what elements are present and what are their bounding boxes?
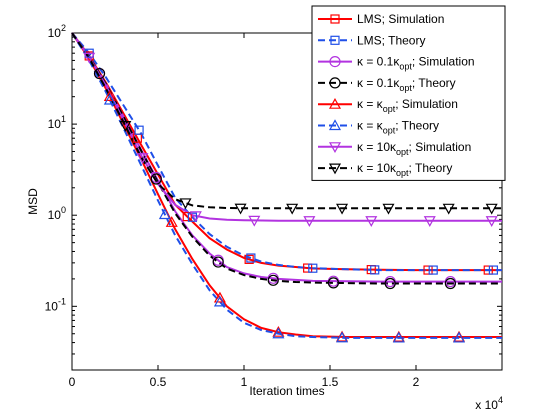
data-point-series-6 xyxy=(83,52,96,64)
data-point-series-4 xyxy=(213,291,226,303)
series-line-6 xyxy=(71,32,502,222)
series-line-5 xyxy=(71,32,502,339)
data-point-series-1 xyxy=(134,125,144,135)
data-point-series-0 xyxy=(483,265,493,275)
data-point-series-3 xyxy=(384,277,396,290)
legend-label-5: κ = κopt; Theory xyxy=(357,119,439,136)
data-point-series-6 xyxy=(365,216,378,227)
x-tick-label: 0 xyxy=(69,375,76,389)
data-point-series-1 xyxy=(308,263,318,273)
data-point-series-1 xyxy=(246,253,256,263)
legend-marker-5 xyxy=(328,119,342,131)
data-point-series-0 xyxy=(423,265,433,275)
y-tick-label: 102 xyxy=(48,23,66,40)
data-point-series-4 xyxy=(103,90,116,101)
series-line-3 xyxy=(71,32,502,285)
y-tick-label: 100 xyxy=(48,205,66,222)
legend-marker-2 xyxy=(329,55,341,68)
data-point-series-6 xyxy=(189,211,202,223)
data-point-series-6 xyxy=(303,216,316,227)
data-point-series-5 xyxy=(158,208,171,220)
series-layer xyxy=(71,32,502,343)
legend-label-1: LMS; Theory xyxy=(357,33,425,47)
data-point-series-5 xyxy=(452,331,466,343)
data-point-series-7 xyxy=(179,198,192,210)
data-point-series-3 xyxy=(327,277,340,289)
data-point-series-1 xyxy=(370,265,380,275)
data-point-series-1 xyxy=(428,265,438,275)
x-tick-label: 1.5 xyxy=(322,375,339,389)
legend-label-7: κ = 10κopt; Theory xyxy=(357,161,452,178)
x-multiplier: x 104 xyxy=(475,395,503,412)
data-point-series-4 xyxy=(165,216,178,227)
legend-label-6: κ = 10κopt; Simulation xyxy=(357,140,471,157)
legend-marker-0 xyxy=(330,14,340,24)
x-axis-label: Iteration times xyxy=(249,384,324,398)
data-point-series-7 xyxy=(119,121,132,132)
data-point-series-5 xyxy=(213,295,226,307)
data-point-series-0 xyxy=(303,263,313,273)
x-tick-label: 1 xyxy=(241,375,248,389)
data-point-series-5 xyxy=(103,93,116,105)
series-line-7 xyxy=(71,32,502,210)
data-point-series-7 xyxy=(442,203,455,215)
data-point-series-7 xyxy=(485,203,498,215)
data-point-series-7 xyxy=(336,203,349,215)
data-point-series-3 xyxy=(212,256,224,268)
data-point-series-5 xyxy=(272,327,285,339)
legend-marker-7 xyxy=(328,163,342,175)
data-point-series-5 xyxy=(392,331,405,343)
legend-marker-3 xyxy=(329,77,341,89)
data-point-series-1 xyxy=(488,265,498,275)
data-point-series-0 xyxy=(244,254,254,264)
data-point-series-3 xyxy=(267,274,279,286)
y-tick-label: 10-1 xyxy=(45,296,66,313)
x-tick-label: 0.5 xyxy=(150,375,167,389)
data-point-series-5 xyxy=(336,331,349,343)
legend-label-2: κ = 0.1κopt; Simulation xyxy=(357,55,475,72)
legend: LMS; Simulation LMS; Theory κ = 0.1κopt; S… xyxy=(311,5,506,181)
legend-marker-4 xyxy=(328,97,342,109)
data-point-series-0 xyxy=(182,211,192,222)
data-point-series-6 xyxy=(248,215,261,227)
legend-marker-1 xyxy=(330,35,340,45)
x-tick-label: 2 xyxy=(413,375,420,389)
data-point-series-3 xyxy=(444,277,456,290)
legend-label-3: κ = 0.1κopt; Theory xyxy=(357,76,456,93)
data-point-series-6 xyxy=(136,153,149,164)
legend-marker-6 xyxy=(328,142,342,154)
y-axis-label: MSD xyxy=(26,188,40,215)
data-point-series-6 xyxy=(423,216,436,227)
data-point-series-4 xyxy=(272,325,285,337)
data-point-series-7 xyxy=(234,203,247,215)
legend-box xyxy=(311,5,506,181)
data-point-series-1 xyxy=(187,212,197,222)
data-point-series-7 xyxy=(286,203,299,215)
y-tick-label: 101 xyxy=(48,114,66,131)
data-point-series-3 xyxy=(150,173,162,185)
legend-label-4: κ = κopt; Simulation xyxy=(357,97,458,114)
legend-label-0: LMS; Simulation xyxy=(357,12,444,26)
data-point-series-6 xyxy=(485,216,498,227)
data-point-series-3 xyxy=(93,67,106,80)
data-point-series-7 xyxy=(382,203,395,215)
